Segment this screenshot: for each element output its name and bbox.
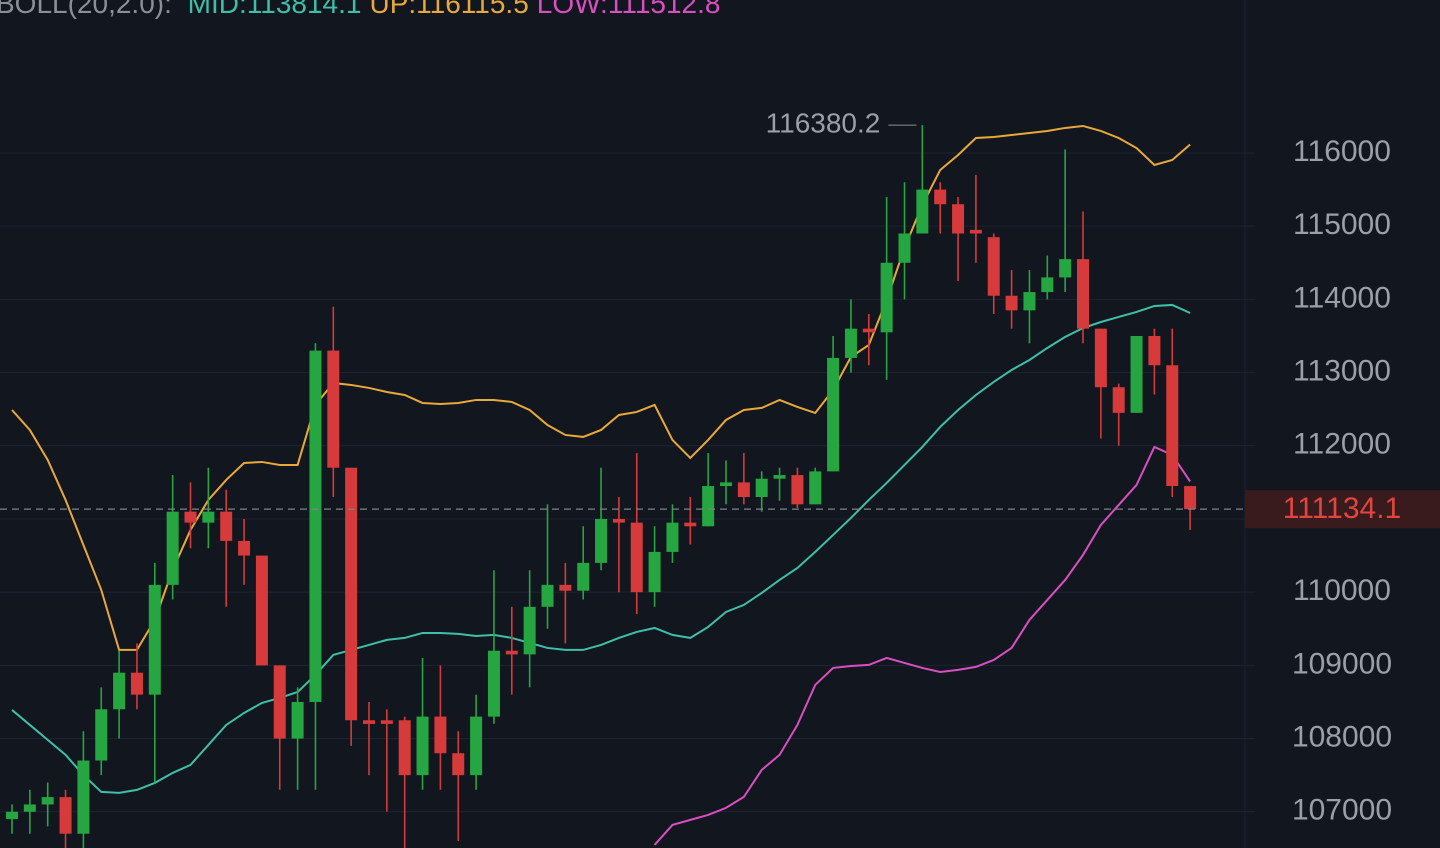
candle-body (648, 551, 661, 593)
candle-body (1094, 328, 1107, 388)
candle-body (755, 478, 768, 498)
candle-body (684, 522, 697, 527)
candle-body (487, 650, 500, 717)
last-price-label: 111134.1 (1283, 492, 1401, 525)
candle-body (452, 753, 465, 776)
candle-body (969, 229, 982, 234)
candle-body (541, 584, 554, 607)
candle-body (559, 584, 572, 591)
candle-body (720, 482, 732, 487)
candle-body (612, 518, 625, 523)
candle-body (327, 350, 340, 468)
y-tick-label: 110000 (1293, 574, 1391, 607)
candle-body (345, 467, 358, 721)
y-tick-label: 115000 (1293, 208, 1391, 241)
candle-body (862, 328, 875, 333)
legend-entry: MID:113814.1 (188, 0, 362, 19)
candle-body (238, 540, 251, 556)
candle-body (220, 511, 233, 541)
candle-body (844, 328, 857, 358)
candle-body (202, 511, 215, 523)
legend-entry: UP:116115.5 (369, 0, 528, 19)
candle-body (952, 204, 965, 234)
candle-body (398, 720, 411, 776)
y-tick-label: 107000 (1292, 794, 1392, 827)
candle-body (737, 482, 750, 498)
y-tick-label: 114000 (1293, 281, 1391, 314)
candle-body (595, 518, 608, 563)
band-line (11, 303, 1191, 794)
price-axis: 1070001080001090001100001110001120001130… (0, 108, 1440, 827)
candle-body (898, 233, 911, 263)
candle-body (880, 262, 893, 333)
legend-entry: LOW:111512.8 (537, 0, 721, 19)
candle-body (470, 716, 483, 776)
candle-body (702, 486, 715, 527)
candles (6, 125, 1197, 848)
band-line (653, 445, 1191, 846)
y-tick-label: 112000 (1293, 428, 1391, 461)
candle-body (934, 189, 947, 205)
candle-body (827, 357, 840, 472)
y-tick-label: 109000 (1292, 647, 1392, 680)
last-price-box (1245, 490, 1440, 529)
y-tick-label: 113000 (1293, 355, 1391, 388)
candle-body (77, 760, 90, 834)
candle-body (1041, 277, 1054, 293)
candle-body (1023, 292, 1036, 311)
candle-body (773, 475, 786, 479)
y-tick-label: 108000 (1292, 720, 1392, 753)
candle-body (434, 716, 447, 754)
candle-body (630, 522, 643, 593)
candle-body (113, 672, 126, 710)
candle-body (6, 811, 18, 820)
candle-body (1112, 387, 1125, 413)
candle-body (1059, 259, 1072, 278)
candle-body (255, 555, 268, 666)
candle-body (1077, 259, 1089, 329)
candle-body (273, 665, 286, 739)
legend: BOLL(20,2.0): MID:113814.1 UP:116115.5 LOW… (0, 0, 720, 19)
candle-body (577, 562, 590, 591)
candle-body (791, 475, 804, 505)
candle-body (987, 237, 1000, 296)
candle-body (1148, 335, 1161, 366)
candle-body (916, 189, 929, 234)
high-annotation: 116380.2 (766, 108, 881, 139)
candle-body (1166, 365, 1179, 487)
candle-body (809, 471, 822, 505)
candle-body (59, 797, 72, 834)
candle-body (130, 672, 143, 695)
candle-body (291, 701, 304, 739)
candle-body (309, 350, 322, 702)
candle-body (166, 511, 179, 585)
candle-body (1130, 335, 1143, 413)
candle-body (380, 720, 393, 724)
candle-body (148, 584, 161, 695)
candle-body (1005, 295, 1018, 311)
candle-body (1184, 486, 1197, 510)
candle-body (505, 650, 518, 655)
candle-body (184, 511, 197, 523)
indicator-label: BOLL(20,2.0): (0, 0, 172, 19)
candle-body (523, 606, 536, 655)
candle-body (416, 716, 429, 776)
candle-body (41, 797, 54, 805)
candle-body (23, 804, 36, 812)
candle-body (363, 720, 375, 724)
y-tick-label: 116000 (1293, 135, 1391, 168)
candle-body (666, 522, 679, 552)
candle-body (95, 709, 108, 761)
